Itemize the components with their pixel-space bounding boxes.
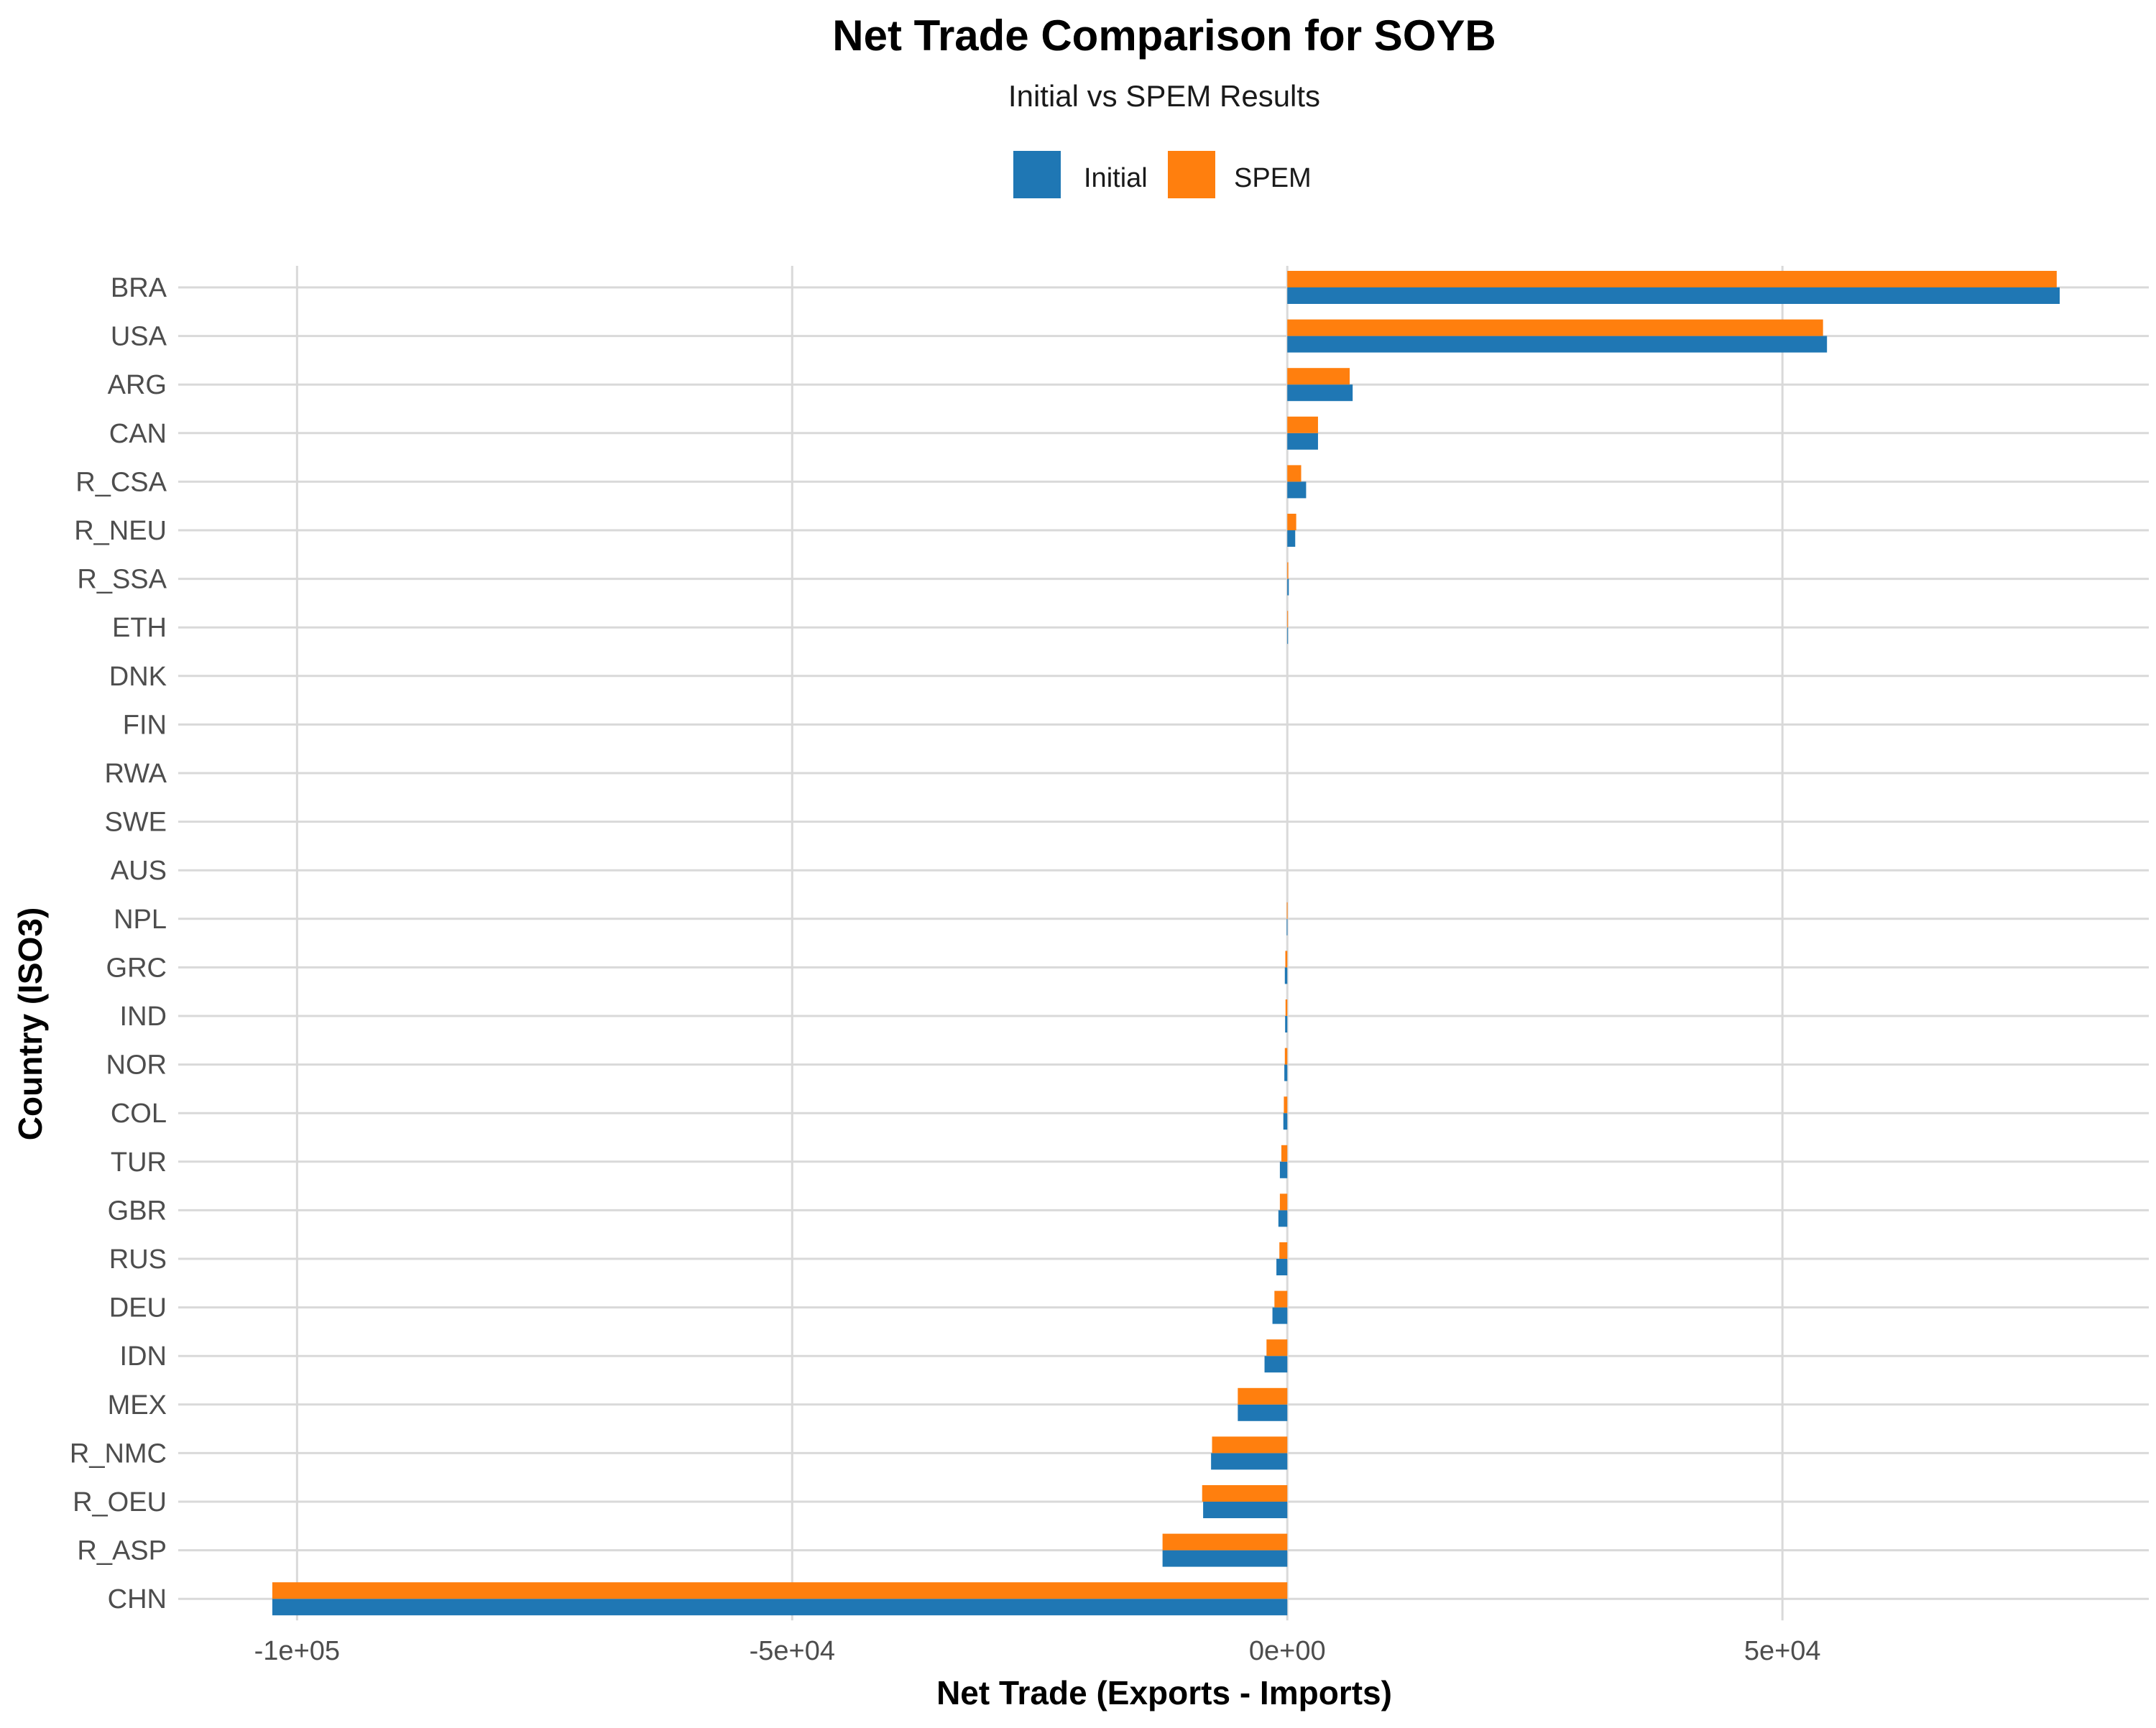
bar-spem-ind: [1285, 999, 1288, 1016]
bar-spem-rus: [1279, 1242, 1288, 1259]
y-tick-label-ind: IND: [120, 1002, 167, 1032]
legend-key-initial: [1013, 151, 1061, 198]
bar-spem-r-nmc: [1212, 1436, 1288, 1454]
y-tick-label-aus: AUS: [111, 856, 167, 886]
legend-key-spem: [1168, 151, 1215, 198]
y-tick-labels: BRA USA ARG CAN R_CSA R_NEU R_SSA ETH DNK FIN RWA S…: [70, 273, 167, 1614]
y-tick-label-mex: MEX: [108, 1390, 167, 1420]
y-tick-label-swe: SWE: [104, 808, 167, 838]
bar-spem-usa: [1287, 319, 1823, 336]
bar-initial-tur: [1279, 1161, 1288, 1178]
y-tick-label-npl: NPL: [114, 905, 167, 935]
y-tick-label-bra: BRA: [111, 273, 167, 303]
y-tick-label-chn: CHN: [108, 1584, 167, 1614]
y-tick-label-rwa: RWA: [104, 759, 167, 789]
bar-spem-r-ssa: [1287, 562, 1289, 579]
bar-initial-npl: [1286, 918, 1288, 935]
bar-initial-idn: [1264, 1356, 1288, 1373]
y-tick-label-r-neu: R_NEU: [74, 516, 167, 546]
y-tick-label-idn: IDN: [120, 1341, 167, 1372]
bar-initial-eth: [1287, 627, 1289, 644]
x-tick-label: -1e+05: [254, 1636, 340, 1666]
bar-spem-arg: [1287, 368, 1350, 385]
bars-layer: [272, 271, 2060, 1616]
y-tick-label-arg: ARG: [108, 370, 167, 400]
y-tick-label-tur: TUR: [111, 1147, 167, 1178]
bar-initial-ind: [1285, 1016, 1288, 1032]
bar-spem-r-csa: [1287, 465, 1302, 482]
bar-initial-can: [1287, 433, 1318, 450]
bar-initial-r-nmc: [1211, 1453, 1288, 1470]
bar-spem-bra: [1287, 271, 2057, 287]
bar-initial-deu: [1272, 1307, 1288, 1324]
bar-spem-chn: [272, 1582, 1288, 1599]
bar-spem-r-oeu: [1202, 1485, 1288, 1502]
bar-initial-chn: [272, 1599, 1288, 1616]
bar-initial-usa: [1287, 336, 1828, 353]
y-tick-label-dnk: DNK: [109, 662, 167, 692]
bar-initial-grc: [1284, 967, 1288, 984]
bar-spem-tur: [1281, 1145, 1288, 1162]
bar-spem-idn: [1266, 1339, 1288, 1357]
bar-spem-mex: [1238, 1387, 1288, 1405]
y-tick-label-rus: RUS: [109, 1244, 167, 1275]
bar-initial-r-oeu: [1203, 1502, 1288, 1518]
legend-label-initial: Initial: [1084, 163, 1148, 193]
bar-initial-bra: [1287, 287, 2060, 304]
y-tick-label-eth: ETH: [112, 613, 167, 643]
x-tick-label: 5e+04: [1744, 1636, 1821, 1666]
bar-initial-r-asp: [1162, 1550, 1288, 1567]
bar-initial-col: [1283, 1113, 1288, 1130]
bar-spem-npl: [1286, 902, 1288, 919]
chart-subtitle: Initial vs SPEM Results: [1008, 79, 1320, 113]
bar-initial-mex: [1238, 1404, 1288, 1421]
y-tick-label-usa: USA: [111, 322, 167, 352]
y-tick-label-r-oeu: R_OEU: [73, 1487, 167, 1517]
legend-label-spem: SPEM: [1234, 163, 1312, 193]
bar-spem-can: [1287, 416, 1318, 433]
bar-spem-r-asp: [1162, 1533, 1288, 1551]
bar-spem-gbr: [1279, 1193, 1288, 1211]
y-tick-label-r-ssa: R_SSA: [77, 565, 167, 595]
y-tick-label-can: CAN: [109, 419, 167, 449]
y-tick-label-deu: DEU: [109, 1293, 167, 1323]
x-tick-label: -5e+04: [750, 1636, 835, 1666]
y-axis-title: Country (ISO3): [11, 907, 49, 1141]
bar-initial-rus: [1276, 1259, 1288, 1275]
bar-initial-nor: [1284, 1064, 1288, 1081]
legend: Initial SPEM: [1013, 151, 1312, 198]
bar-spem-nor: [1284, 1048, 1288, 1065]
y-tick-label-fin: FIN: [123, 710, 167, 740]
bar-initial-r-neu: [1287, 530, 1296, 547]
bar-spem-grc: [1285, 951, 1288, 968]
bar-spem-col: [1284, 1096, 1288, 1114]
bar-spem-deu: [1274, 1290, 1288, 1308]
y-tick-label-nor: NOR: [106, 1050, 167, 1081]
y-tick-label-grc: GRC: [106, 953, 167, 983]
chart-title: Net Trade Comparison for SOYB: [832, 11, 1496, 60]
bar-spem-r-neu: [1287, 514, 1296, 530]
y-tick-label-r-nmc: R_NMC: [70, 1438, 167, 1469]
grid-layer: [178, 266, 2149, 1621]
y-tick-label-r-asp: R_ASP: [77, 1536, 167, 1566]
x-axis-title: Net Trade (Exports - Imports): [936, 1674, 1392, 1711]
y-tick-label-gbr: GBR: [108, 1196, 167, 1226]
y-tick-label-col: COL: [111, 1099, 167, 1129]
bar-spem-eth: [1287, 611, 1289, 628]
y-tick-label-r-csa: R_CSA: [75, 467, 167, 497]
bar-initial-gbr: [1278, 1210, 1288, 1227]
bar-initial-r-ssa: [1287, 578, 1289, 596]
x-tick-labels: -1e+05 -5e+04 0e+00 5e+04: [254, 1636, 1821, 1666]
bar-initial-arg: [1287, 384, 1353, 402]
bar-initial-r-csa: [1287, 481, 1307, 499]
x-tick-label: 0e+00: [1249, 1636, 1326, 1666]
